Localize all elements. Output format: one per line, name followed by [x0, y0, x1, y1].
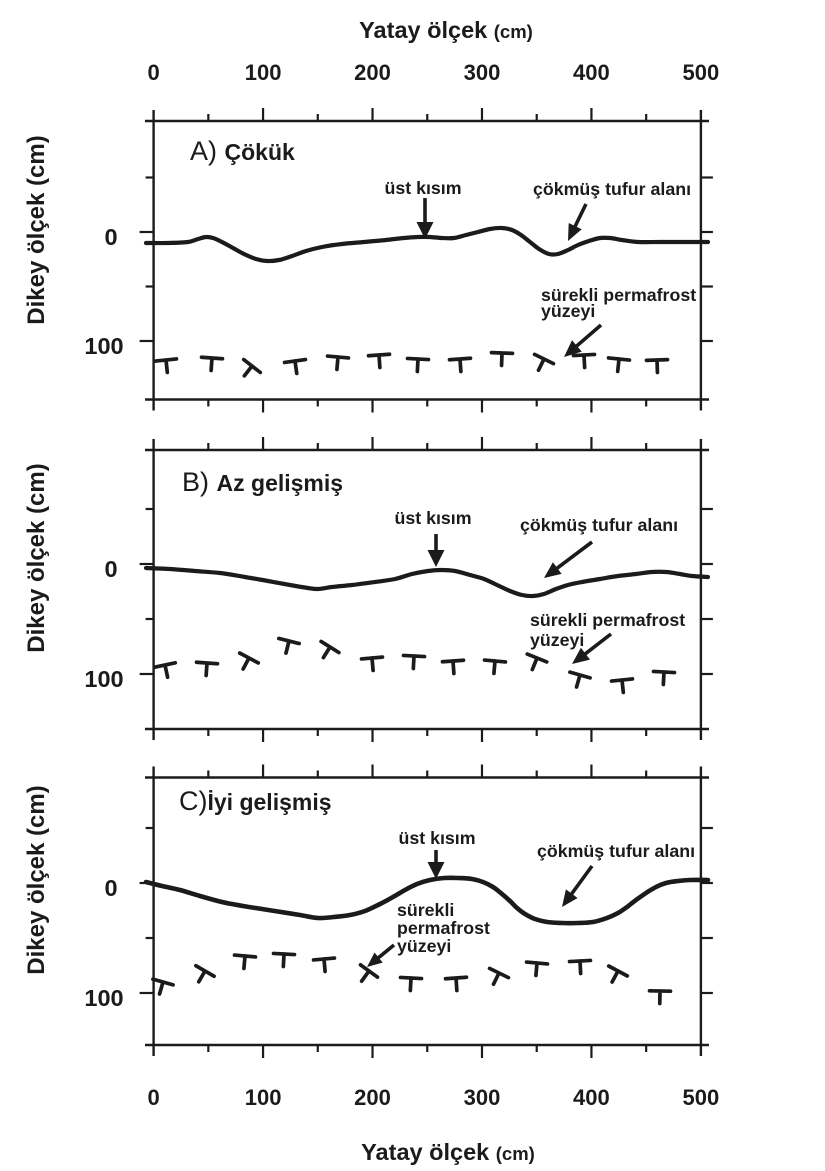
svg-text:0: 0 — [147, 60, 159, 85]
svg-text:C)İyi gelişmiş: C)İyi gelişmiş — [179, 786, 332, 816]
svg-text:Yatay ölçek (cm): Yatay ölçek (cm) — [361, 1139, 535, 1165]
svg-text:500: 500 — [683, 60, 720, 85]
svg-text:sürekli: sürekli — [397, 900, 454, 920]
svg-text:A) Çökük: A) Çökük — [190, 136, 295, 166]
svg-text:çökmüş tufur alanı: çökmüş tufur alanı — [533, 179, 691, 199]
svg-text:300: 300 — [464, 1085, 501, 1110]
svg-text:500: 500 — [683, 1085, 720, 1110]
svg-text:yüzeyi: yüzeyi — [541, 301, 595, 321]
svg-text:Dikey ölçek (cm): Dikey ölçek (cm) — [23, 463, 50, 652]
svg-text:100: 100 — [84, 333, 123, 359]
svg-text:100: 100 — [245, 60, 282, 85]
svg-text:Dikey ölçek (cm): Dikey ölçek (cm) — [23, 135, 50, 324]
svg-text:Yatay ölçek (cm): Yatay ölçek (cm) — [359, 17, 533, 43]
svg-text:0: 0 — [104, 224, 117, 250]
svg-text:400: 400 — [573, 1085, 610, 1110]
svg-text:Dikey ölçek (cm): Dikey ölçek (cm) — [23, 785, 50, 974]
svg-text:üst kısım: üst kısım — [398, 828, 475, 848]
svg-text:permafrost: permafrost — [397, 918, 490, 938]
svg-text:çökmüş tufur alanı: çökmüş tufur alanı — [520, 515, 678, 535]
svg-text:0: 0 — [147, 1085, 159, 1110]
svg-text:100: 100 — [245, 1085, 282, 1110]
svg-text:100: 100 — [84, 666, 123, 692]
svg-text:0: 0 — [104, 556, 117, 582]
svg-text:200: 200 — [354, 1085, 391, 1110]
svg-text:üst kısım: üst kısım — [384, 178, 461, 198]
svg-text:yüzeyi: yüzeyi — [397, 936, 451, 956]
svg-text:400: 400 — [573, 60, 610, 85]
svg-text:200: 200 — [354, 60, 391, 85]
svg-text:sürekli permafrost: sürekli permafrost — [541, 285, 696, 305]
svg-text:yüzeyi: yüzeyi — [530, 630, 584, 650]
svg-text:0: 0 — [104, 875, 117, 901]
svg-text:çökmüş tufur alanı: çökmüş tufur alanı — [537, 841, 695, 861]
svg-text:üst kısım: üst kısım — [394, 508, 471, 528]
svg-text:B) Az gelişmiş: B) Az gelişmiş — [182, 467, 343, 497]
svg-text:100: 100 — [84, 985, 123, 1011]
svg-text:sürekli permafrost: sürekli permafrost — [530, 610, 685, 630]
svg-text:300: 300 — [464, 60, 501, 85]
